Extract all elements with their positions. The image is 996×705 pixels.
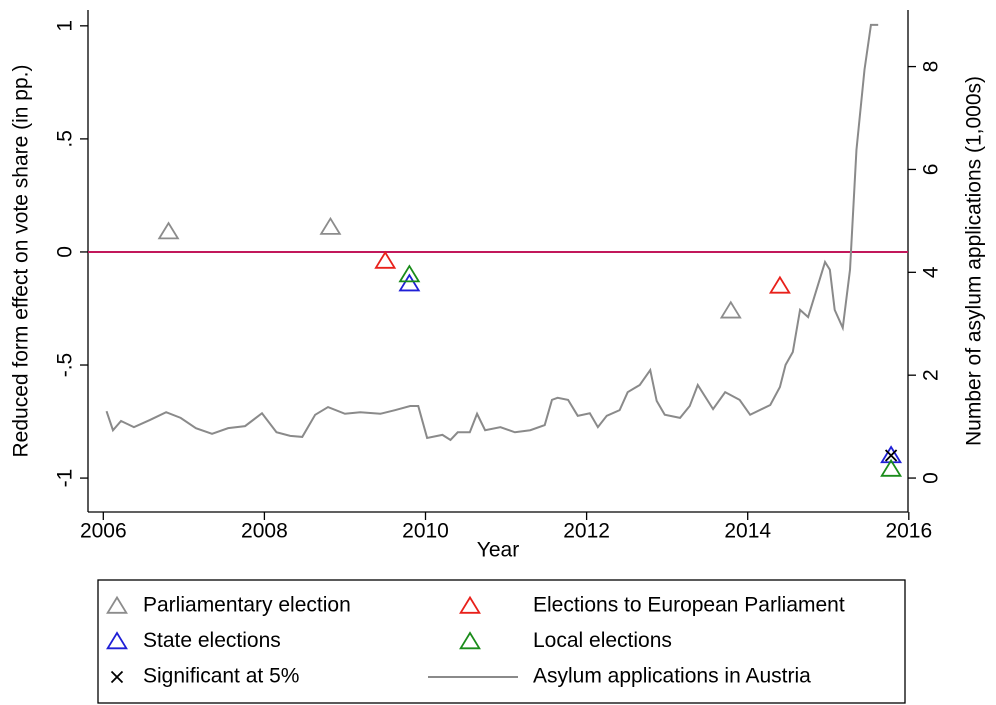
line bbox=[105, 23, 879, 442]
y2-tick-label: 8 bbox=[920, 61, 943, 73]
point bbox=[157, 221, 180, 240]
y-tick-label: 0 bbox=[54, 246, 77, 258]
x-tick-label: 2016 bbox=[885, 520, 932, 543]
x-axis-title: Year bbox=[477, 539, 519, 562]
x-tick-label: 2008 bbox=[241, 520, 288, 543]
y-tick-label: .5 bbox=[54, 130, 77, 148]
legend-label: Asylum applications in Austria bbox=[533, 665, 811, 688]
legend-label: Significant at 5% bbox=[143, 665, 299, 688]
point bbox=[880, 458, 903, 477]
legend-swatch bbox=[106, 595, 128, 614]
point bbox=[398, 264, 421, 283]
legend-label: Elections to European Parliament bbox=[533, 594, 845, 617]
point bbox=[768, 275, 791, 294]
legend-swatch bbox=[106, 631, 128, 650]
point bbox=[880, 445, 903, 464]
y2-tick-label: 4 bbox=[920, 266, 943, 278]
legend-box bbox=[97, 579, 906, 704]
y-axis-title: Reduced form effect on vote share (in pp… bbox=[10, 65, 33, 458]
y2-axis-title: Number of asylum applications (1,000s) bbox=[963, 76, 986, 446]
legend-swatch bbox=[110, 670, 124, 684]
y-tick-label: -1 bbox=[54, 469, 77, 488]
y2-tick-label: 2 bbox=[920, 369, 943, 381]
y-tick-label: -.5 bbox=[54, 353, 77, 378]
legend-swatch bbox=[459, 631, 481, 650]
point bbox=[398, 273, 421, 292]
legend-label: State elections bbox=[143, 629, 281, 652]
x-tick-label: 2012 bbox=[563, 520, 610, 543]
x-tick-label: 2010 bbox=[402, 520, 449, 543]
legend-swatch bbox=[459, 595, 481, 614]
y2-tick-label: 6 bbox=[920, 164, 943, 176]
point bbox=[884, 449, 898, 462]
x-tick-label: 2006 bbox=[80, 520, 127, 543]
legend-label: Local elections bbox=[533, 629, 672, 652]
point bbox=[319, 216, 342, 235]
legend-label: Parliamentary election bbox=[143, 594, 351, 617]
y2-tick-label: 0 bbox=[920, 472, 943, 484]
y-tick-label: 1 bbox=[54, 20, 77, 32]
x-tick-label: 2014 bbox=[724, 520, 771, 543]
point bbox=[374, 250, 397, 269]
point bbox=[719, 300, 742, 319]
